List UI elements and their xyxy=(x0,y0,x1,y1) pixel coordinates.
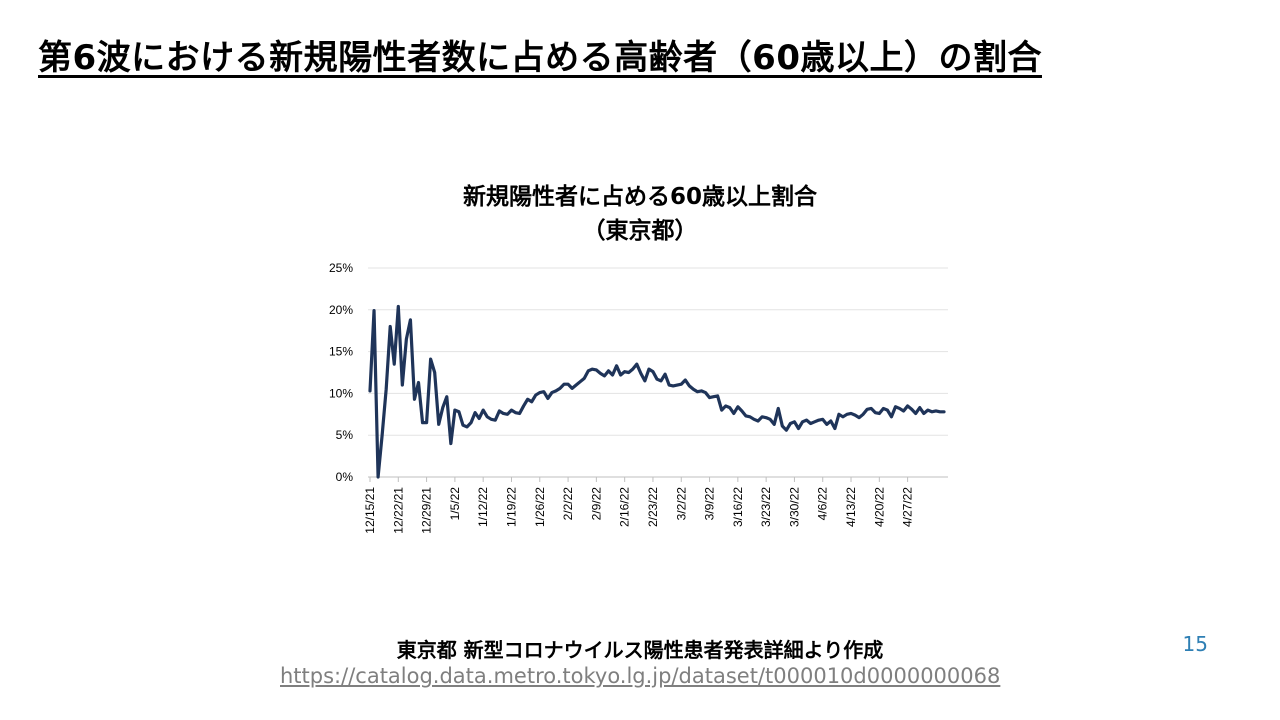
x-tick-label: 2/23/22 xyxy=(646,487,660,527)
x-tick-label: 1/5/22 xyxy=(448,487,462,521)
x-tick-label: 12/15/21 xyxy=(363,487,377,534)
x-axis-ticks: 12/15/21 12/22/21 12/29/21 1/5/22 1/12/22 1/1… xyxy=(363,477,915,534)
y-tick-label: 20% xyxy=(329,303,353,317)
source-caption: 東京都 新型コロナウイルス陽性患者発表詳細より作成 xyxy=(396,638,884,662)
slide-title: 第6波における新規陽性者数に占める高齢者（60歳以上）の割合 xyxy=(38,38,1042,78)
x-tick-label: 2/9/22 xyxy=(589,487,603,521)
chart-gridlines xyxy=(368,267,948,478)
x-tick-label: 3/23/22 xyxy=(759,487,773,527)
x-tick-label: 4/6/22 xyxy=(816,487,830,521)
y-tick-label: 15% xyxy=(329,345,353,359)
x-tick-label: 12/22/21 xyxy=(391,487,405,534)
y-tick-label: 0% xyxy=(336,470,354,484)
x-tick-label: 3/30/22 xyxy=(787,487,801,527)
x-tick-label: 4/27/22 xyxy=(901,487,915,527)
x-tick-label: 2/16/22 xyxy=(618,487,632,527)
y-tick-label: 25% xyxy=(329,261,353,275)
x-tick-label: 2/2/22 xyxy=(561,487,575,521)
y-axis-ticks: 0% 5% 10% 15% 20% 25% xyxy=(329,261,353,484)
y-tick-label: 5% xyxy=(336,428,354,442)
chart-title: 新規陽性者に占める60歳以上割合 （東京都） xyxy=(330,180,950,248)
x-tick-label: 1/12/22 xyxy=(476,487,490,527)
x-tick-label: 4/20/22 xyxy=(872,487,886,527)
series-line xyxy=(368,304,946,479)
x-tick-label: 12/29/21 xyxy=(420,487,434,534)
source-link[interactable]: https://catalog.data.metro.tokyo.lg.jp/d… xyxy=(280,664,1001,688)
x-tick-label: 1/26/22 xyxy=(533,487,547,527)
x-tick-label: 3/9/22 xyxy=(703,487,717,521)
x-tick-label: 3/2/22 xyxy=(674,487,688,521)
chart-title-line2: （東京都） xyxy=(582,218,698,244)
page-number: 15 xyxy=(1182,632,1208,656)
chart-series xyxy=(368,304,946,479)
y-tick-label: 10% xyxy=(329,386,353,400)
chart-title-line1: 新規陽性者に占める60歳以上割合 xyxy=(462,184,817,210)
x-tick-label: 4/13/22 xyxy=(844,487,858,527)
x-tick-label: 3/16/22 xyxy=(731,487,745,527)
x-tick-label: 1/19/22 xyxy=(504,487,518,527)
